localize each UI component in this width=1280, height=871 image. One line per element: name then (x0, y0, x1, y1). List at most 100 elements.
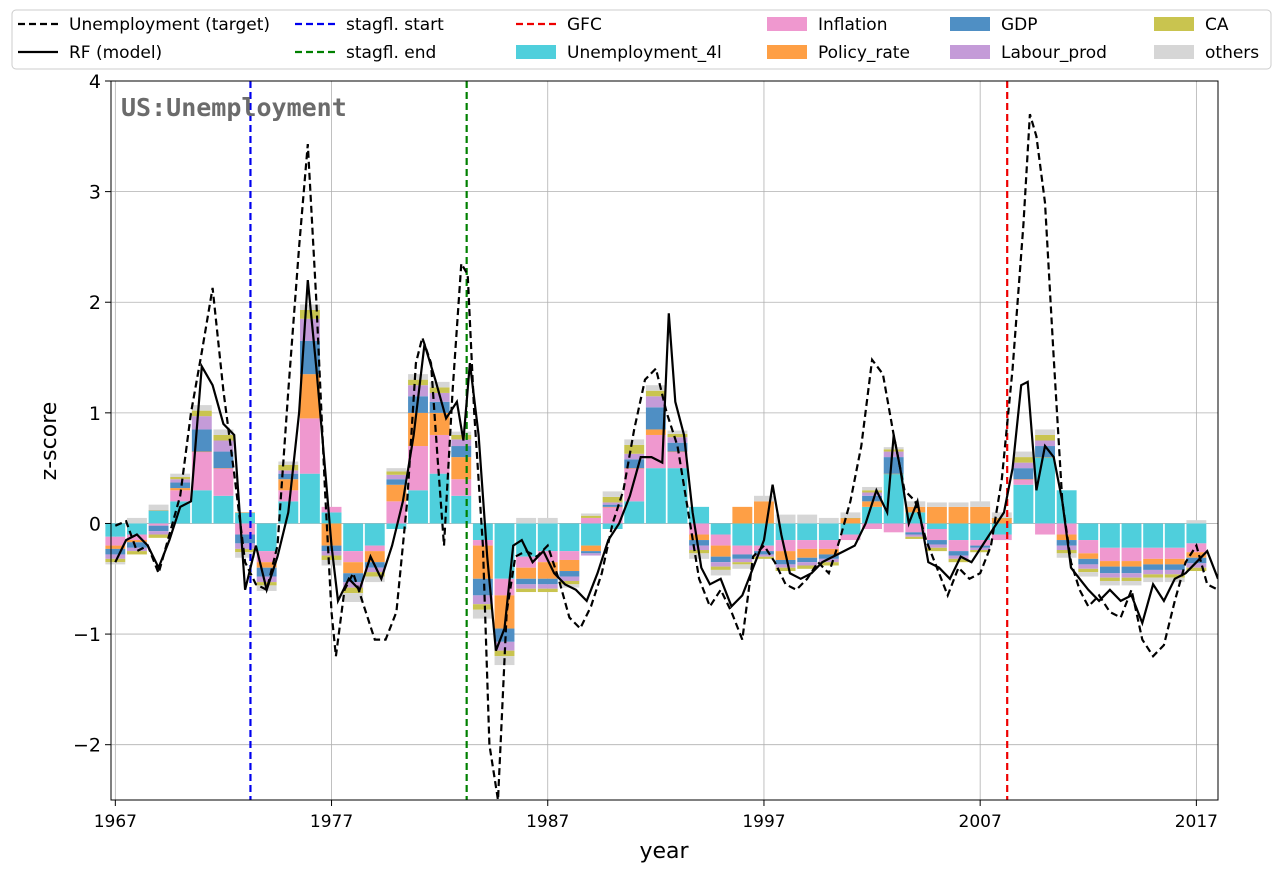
bar-segment (148, 510, 169, 524)
bar-segment (343, 587, 364, 594)
bar-segment (1056, 553, 1077, 558)
bar-segment (364, 567, 385, 573)
bar-segment (797, 565, 818, 569)
bar-segment (797, 548, 818, 558)
bar-segment (667, 468, 688, 524)
bar-segment (883, 523, 904, 533)
bar-segment (516, 523, 537, 557)
bar-segment (926, 547, 947, 552)
bar-segment (278, 470, 299, 474)
legend: Unemployment (target) RF (model) stagfl. s… (11, 9, 1272, 70)
bar-segment (667, 437, 688, 443)
bar-segment (126, 551, 147, 555)
bar-segment (970, 506, 991, 524)
bar-segment (343, 593, 364, 602)
axes: 1967 1977 1987 1997 2007 2017 −2 −1 0 1 2 3 4 (73, 71, 1219, 832)
bar-segment (299, 309, 320, 319)
bar-segment (278, 473, 299, 480)
bar-segment (862, 490, 883, 493)
stacked-bars (105, 304, 1207, 666)
bar-segment (1186, 563, 1207, 568)
bar-segment (537, 551, 558, 563)
bar-segment (797, 523, 818, 541)
bar-segment (667, 433, 688, 438)
legend-label: GDP (1001, 15, 1038, 35)
bar-segment (299, 374, 320, 419)
bar-segment (645, 390, 666, 397)
bar-segment (775, 514, 796, 524)
bar-segment (754, 556, 774, 559)
bar-segment (1186, 552, 1207, 558)
bar-segment (883, 451, 904, 458)
bar-segment (732, 564, 753, 569)
bar-segment (451, 434, 472, 440)
bar-segment (775, 523, 796, 541)
bar-segment (862, 495, 883, 502)
legend-label: Unemployment (target) (69, 15, 270, 35)
bar-segment (1099, 547, 1120, 562)
bar-segment (429, 387, 450, 393)
bar-segment (537, 517, 558, 524)
bar-segment (602, 502, 623, 505)
bar-segment (278, 464, 299, 471)
legend-label: CA (1205, 15, 1229, 35)
bar-segment (818, 548, 839, 555)
bar-segment (494, 641, 515, 651)
bar-segment (1143, 577, 1164, 583)
bar-segment (970, 501, 991, 507)
bar-segment (1121, 547, 1142, 562)
bar-segment (343, 562, 364, 574)
bar-segment (451, 446, 472, 458)
bar-segment (1186, 557, 1207, 564)
bar-segment (235, 512, 255, 513)
bar-segment (905, 523, 926, 533)
bar-segment (1121, 566, 1142, 574)
bar-segment (818, 523, 839, 541)
bar-segment (1078, 540, 1099, 554)
bar-segment (105, 548, 126, 555)
bar-segment (1121, 580, 1142, 586)
bar-segment (991, 517, 1012, 524)
bar-segment (343, 582, 364, 588)
y-tick-label: −2 (73, 735, 101, 757)
bar-segment (1056, 545, 1077, 551)
bar-segment (516, 556, 537, 568)
bar-segment (1121, 561, 1142, 567)
bar-segment (1078, 568, 1099, 573)
bar-segment (1164, 523, 1185, 548)
bar-segment (645, 407, 666, 430)
bar-segment (645, 429, 666, 435)
bar-segment (472, 609, 493, 619)
bar-segment (386, 479, 407, 485)
bar-segment (213, 468, 234, 496)
bar-segment (148, 510, 169, 511)
bar-segment (1186, 567, 1207, 572)
bar-segment (105, 536, 126, 546)
x-tick-label: 1997 (742, 812, 785, 832)
bar-segment (1035, 440, 1055, 447)
bar-segment (732, 545, 753, 555)
bar-segment (775, 567, 796, 572)
bar-segment (170, 482, 191, 489)
bar-segment (235, 512, 255, 524)
bar-segment (429, 381, 450, 388)
bar-segment (624, 453, 645, 460)
bar-segment (321, 559, 342, 566)
bar-segment (191, 416, 212, 430)
bar-segment (710, 566, 731, 570)
bar-segment (256, 551, 277, 563)
bar-segment (408, 374, 428, 380)
bar-segment (256, 582, 277, 586)
bar-segment (516, 578, 537, 585)
bar-segment (1078, 564, 1099, 569)
bar-segment (1035, 457, 1055, 524)
x-axis-label: year (639, 839, 689, 864)
bar-segment (840, 512, 861, 518)
bar-segment (429, 434, 450, 474)
bar-segment (191, 410, 212, 417)
bar-segment (818, 540, 839, 549)
bar-segment (516, 517, 537, 524)
bar-segment (840, 534, 861, 541)
legend-label: stagfl. start (346, 15, 444, 35)
bar-segment (429, 401, 450, 413)
